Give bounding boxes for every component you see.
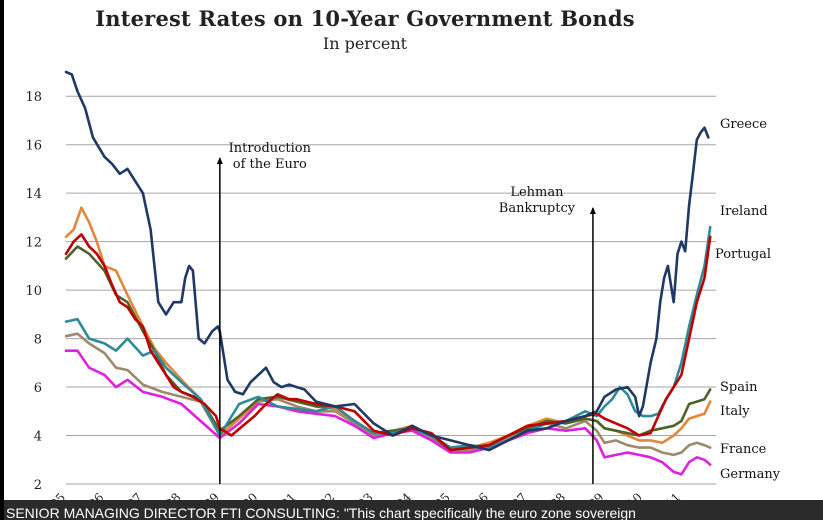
series-line-germany (64, 349, 712, 476)
series-label-ireland: Ireland (720, 204, 768, 219)
series-line-spain (64, 245, 712, 452)
x-tick-label: 2005 (421, 490, 452, 500)
bond-rate-chart: 2 4 6 8 10 12 14 16 18 1995 1996 1997 1998 1999 2000 20… (25, 70, 781, 500)
x-tick-label: 2001 (267, 490, 298, 500)
y-tick-label: 4 (34, 430, 42, 445)
left-edge-border (0, 0, 4, 520)
x-tick-label: 2006 (460, 490, 491, 500)
series-label-italy: Italy (720, 404, 750, 419)
series-label-greece: Greece (720, 117, 767, 132)
x-tick-label: 2009 (575, 490, 606, 500)
series-line-italy (64, 206, 712, 452)
x-tick-label: 1998 (152, 490, 183, 500)
series-labels: Greece Ireland Portugal Spain Italy France Ger… (715, 117, 781, 482)
x-tick-label: 2010 (614, 490, 645, 500)
y-tick-label: 6 (34, 381, 42, 396)
chart-subtitle: In percent (322, 34, 408, 53)
annotation-text: Bankruptcy (499, 201, 576, 216)
x-tick-label: 2000 (229, 490, 260, 500)
x-tick-label: 1997 (114, 490, 145, 500)
series-label-spain: Spain (720, 380, 758, 395)
y-tick-label: 12 (25, 236, 42, 251)
y-tick-label: 2 (34, 478, 42, 493)
y-tick-label: 18 (25, 90, 42, 105)
y-tick-label: 14 (25, 187, 42, 202)
y-tick-label: 16 (25, 139, 42, 154)
x-tick-label: 2004 (383, 490, 415, 500)
annotation-text: of the Euro (233, 157, 307, 172)
x-tick-label: 2011 (652, 490, 683, 500)
series-label-portugal: Portugal (715, 247, 771, 262)
annotation-text: Lehman (510, 185, 564, 200)
series-line-ireland (64, 225, 712, 449)
series-line-france (64, 332, 712, 457)
series-lines (64, 70, 712, 476)
chart-title: Interest Rates on 10-Year Government Bon… (95, 6, 635, 31)
series-line-portugal (64, 233, 712, 452)
series-label-france: France (720, 442, 767, 457)
annotation-arrowhead (216, 157, 223, 164)
x-tick-label: 2003 (344, 490, 375, 500)
video-caption-bar: SENIOR MANAGING DIRECTOR FTI CONSULTING:… (4, 500, 823, 520)
x-tick-label: 1995 (37, 490, 68, 500)
x-tick-label: 1996 (75, 490, 106, 500)
x-tick-label: 2008 (537, 490, 568, 500)
x-tick-label: 1999 (190, 490, 221, 500)
annotation-text: Introduction (229, 141, 312, 156)
x-tick-label: 2002 (306, 490, 337, 500)
grid: 2 4 6 8 10 12 14 16 18 1995 1996 1997 1998 1999 2000 20… (25, 90, 716, 500)
annotation-arrowhead (589, 207, 596, 214)
x-tick-label: 2007 (498, 490, 529, 500)
series-line-greece (64, 70, 710, 452)
series-label-germany: Germany (720, 467, 781, 482)
y-tick-label: 10 (25, 284, 42, 299)
y-tick-label: 8 (34, 333, 42, 348)
